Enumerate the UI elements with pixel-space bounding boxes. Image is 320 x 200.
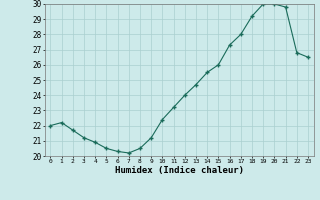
X-axis label: Humidex (Indice chaleur): Humidex (Indice chaleur)	[115, 166, 244, 175]
